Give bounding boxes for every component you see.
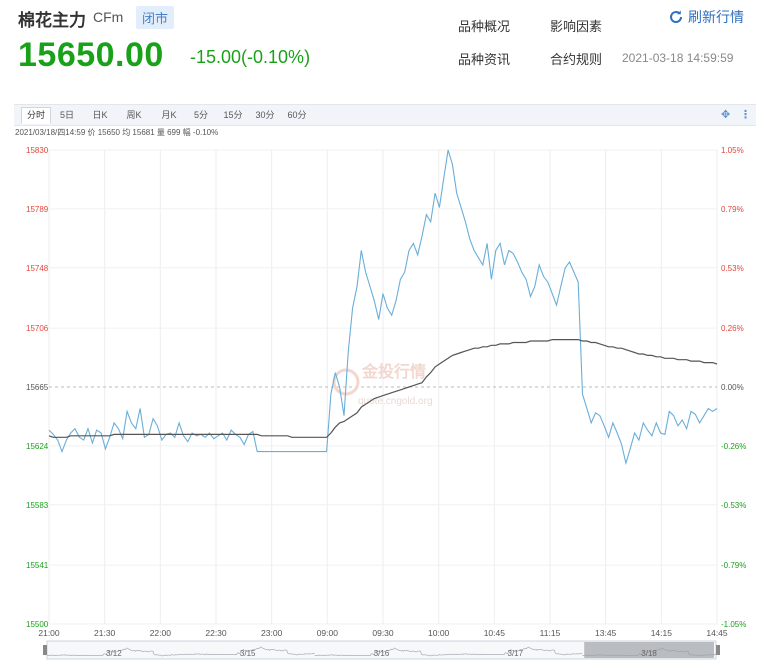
navigator-tick-label: 3/12 [106,649,122,658]
y-tick-label: 15789 [26,205,49,214]
time-navigator[interactable]: 3/12 3/15 3/16 3/17 3/18 [43,640,720,660]
tab-15-min[interactable]: 15分 [223,110,243,120]
y-tick-label-right: 0.00% [721,383,744,392]
more-icon[interactable]: ⋮ [740,109,751,121]
navigator-sparkline [46,647,181,657]
average-line [48,339,718,438]
y-tick-label: 15583 [26,501,49,510]
refresh-icon [670,10,683,23]
y-tick-label-right: -0.53% [721,501,746,510]
tab-60-min[interactable]: 60分 [287,110,307,120]
x-axis-ticks: 21:00 21:30 22:00 22:30 23:00 09:00 09:30 10:00… [38,628,728,638]
tab-30-min[interactable]: 30分 [255,110,275,120]
x-tick-label: 11:15 [540,628,561,638]
navigator-sparkline [582,647,717,657]
y-tick-label-right: -1.05% [721,620,746,629]
tab-weekly-k[interactable]: 周K [126,110,142,120]
market-status-badge: 闭市 [136,6,175,29]
y-tick-label: 15665 [26,383,49,392]
link-product-news[interactable]: 品种资讯 [458,52,511,67]
navigator-handle-left [43,645,47,655]
x-tick-label: 14:15 [651,628,673,638]
watermark: 金投行情 quote.cngold.org [332,362,433,407]
navigator-sparkline [180,646,315,656]
tab-5-day[interactable]: 5日 [59,110,74,120]
y-tick-label-right: 0.79% [721,205,744,214]
link-contract-rules[interactable]: 合约规则 [550,52,603,67]
tab-monthly-k[interactable]: 月K [161,110,177,120]
y-tick-label-right: 0.53% [721,264,744,273]
y-axis-ticks: 15830 1.05% 15789 0.79% 15748 0.53% 15706 0.26%… [26,146,746,629]
y-tick-label: 15541 [26,561,49,570]
price-line [48,149,718,466]
x-tick-label: 10:00 [428,628,450,638]
x-tick-label: 14:45 [706,628,728,638]
x-tick-label: 13:45 [595,628,617,638]
instrument-name: 棉花主力 [18,11,86,30]
tab-intraday[interactable]: 分时 [21,107,51,124]
watermark-logo [332,368,360,396]
y-tick-label-right: 1.05% [721,146,744,155]
y-tick-label: 15706 [26,324,49,333]
navigator-tick-label: 3/18 [641,649,657,658]
y-tick-label-right: 0.26% [721,324,744,333]
x-tick-label: 22:00 [150,628,172,638]
x-tick-label: 09:00 [317,628,339,638]
navigator-sparkline [314,647,449,657]
fullscreen-icon[interactable]: ✥ [721,109,731,121]
tab-daily-k[interactable]: 日K [92,110,108,120]
cursor-info-line: 2021/03/18/四14:59 价 15650 均 15681 量 699 … [15,128,219,137]
x-tick-label: 22:30 [205,628,227,638]
watermark-url: quote.cngold.org [358,396,433,407]
x-tick-label: 10:45 [484,628,506,638]
navigator-handle-right [716,645,720,655]
tab-5-min[interactable]: 5分 [193,110,208,120]
y-tick-label: 15748 [26,264,49,273]
last-price: 15650.00 [18,36,164,74]
navigator-tick-label: 3/16 [374,649,390,658]
navigator-sparkline [448,646,583,656]
watermark-text: 金投行情 [361,362,426,381]
quote-timestamp: 2021-03-18 14:59:59 [622,51,734,65]
link-product-overview[interactable]: 品种概况 [458,19,511,34]
link-influencing-factors[interactable]: 影响因素 [550,19,603,34]
x-tick-label: 09:30 [372,628,394,638]
navigator-tick-label: 3/17 [508,649,524,658]
chart-grid [48,149,718,625]
x-tick-label: 21:00 [38,628,60,638]
chart-series [48,149,718,466]
navigator-selection [584,642,714,658]
navigator-tick-label: 3/15 [240,649,256,658]
refresh-label: 刷新行情 [688,9,744,25]
x-tick-label: 21:30 [94,628,116,638]
price-change: -15.00(-0.10%) [190,47,311,67]
y-tick-label: 15830 [26,146,49,155]
chart-period-toolbar: 分时 5日 日K 周K 月K 5分 15分 30分 60分 ✥ ⋮ [14,104,756,126]
y-tick-label-right: -0.79% [721,561,746,570]
x-tick-label: 23:00 [261,628,283,638]
instrument-code: CFm [93,9,124,25]
refresh-button[interactable]: 刷新行情 [668,7,744,27]
y-tick-label-right: -0.26% [721,442,746,451]
y-tick-label: 15500 [26,620,49,629]
y-tick-label: 15624 [26,442,49,451]
